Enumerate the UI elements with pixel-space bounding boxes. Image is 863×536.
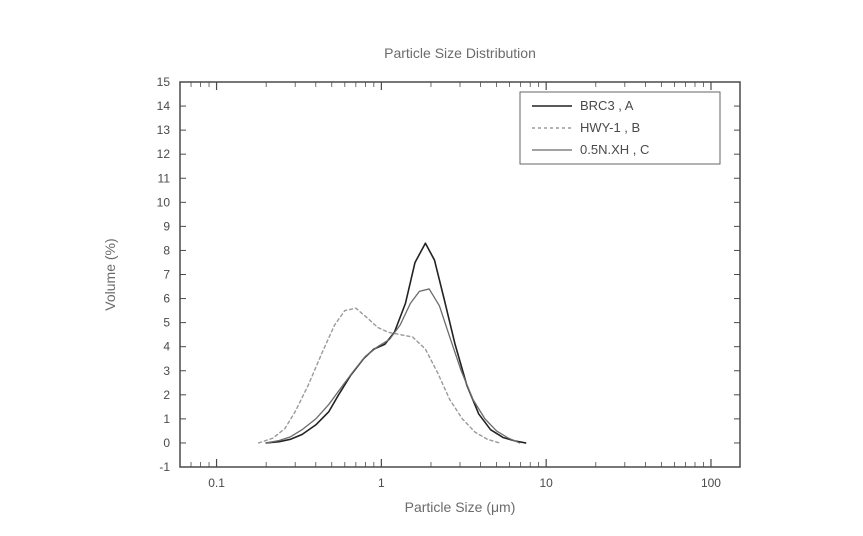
y-tick-label: 9: [163, 219, 170, 233]
y-tick-label: 15: [157, 75, 171, 89]
y-tick-label: 13: [157, 123, 171, 137]
chart-container: Particle Size Distribution-1012345678910…: [0, 0, 863, 536]
y-tick-label: 0: [163, 436, 170, 450]
y-tick-label: 7: [163, 268, 170, 282]
y-axis-label: Volume (%): [102, 238, 118, 310]
y-tick-label: 10: [157, 195, 171, 209]
y-tick-label: 12: [157, 147, 171, 161]
y-tick-label: 5: [163, 316, 170, 330]
x-tick-label: 0.1: [208, 476, 225, 490]
x-tick-label: 100: [701, 476, 721, 490]
y-tick-label: 3: [163, 364, 170, 378]
legend-label: 0.5N.XH , C: [580, 142, 649, 157]
legend-label: HWY-1 , B: [580, 120, 640, 135]
y-tick-label: -1: [159, 460, 170, 474]
y-tick-label: 8: [163, 243, 170, 257]
y-tick-label: 2: [163, 388, 170, 402]
particle-size-distribution-chart: Particle Size Distribution-1012345678910…: [0, 0, 863, 536]
x-axis-label: Particle Size (μm): [405, 499, 516, 515]
x-tick-label: 10: [539, 476, 553, 490]
legend-label: BRC3 , A: [580, 98, 634, 113]
chart-title: Particle Size Distribution: [384, 45, 536, 61]
y-tick-label: 14: [157, 99, 171, 113]
y-tick-label: 11: [158, 171, 171, 185]
y-tick-label: 6: [163, 292, 170, 306]
x-tick-label: 1: [378, 476, 385, 490]
y-tick-label: 1: [163, 412, 170, 426]
y-tick-label: 4: [163, 340, 170, 354]
